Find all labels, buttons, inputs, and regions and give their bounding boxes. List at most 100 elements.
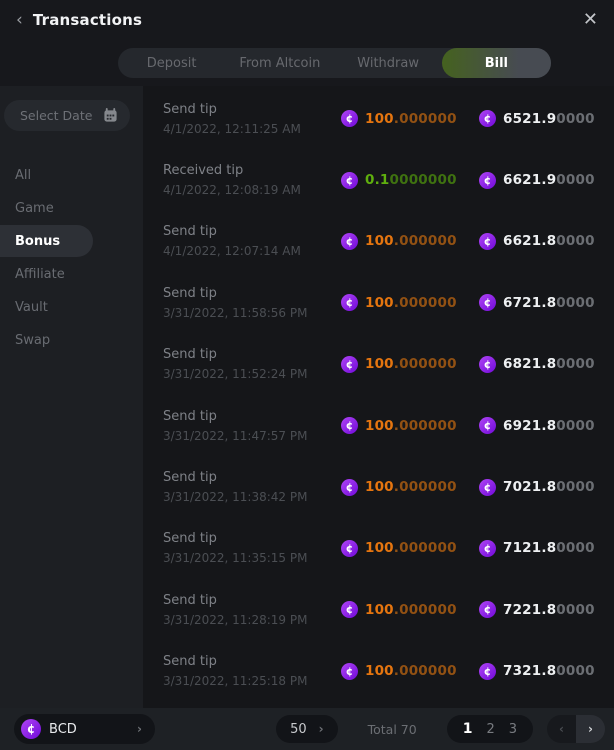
prev-page-button[interactable]: ‹ [547,715,576,743]
coin-icon: ¢ [479,601,496,619]
back-icon[interactable]: ‹ [16,9,23,30]
transaction-row: Received tip 4/1/2022, 12:08:19 AM ¢ 0.1000… [143,149,614,210]
coin-icon: ¢ [479,478,496,496]
select-date-button[interactable]: Select Date [4,100,130,131]
filter-list: All Game Bonus Affiliate Vault Swap [0,159,143,357]
calendar-icon [104,108,117,122]
chevron-right-icon: › [137,722,142,736]
coin-icon: ¢ [479,417,496,435]
chevron-left-icon: ‹ [559,722,564,736]
transaction-balance: ¢ 6621.90000 [479,171,595,189]
transaction-type-label: Send tip [163,470,217,486]
transaction-amount: ¢ 100.000000 [341,601,479,619]
coin-icon: ¢ [479,294,496,312]
filter-sidebar: Select Date All Game Bonus Affiliate Vault Sw… [0,86,143,708]
coin-icon: ¢ [341,110,358,128]
sidebar-item-swap[interactable]: Swap [15,332,51,348]
transaction-type-label: Send tip [163,408,217,424]
tab-from-altcoin[interactable]: From Altcoin [239,55,321,71]
transaction-balance: ¢ 6621.80000 [479,232,595,250]
page-title: Transactions [32,11,143,29]
currency-selector[interactable]: ¢ BCD › [14,714,155,744]
transaction-balance: ¢ 6521.90000 [479,110,595,128]
tab-withdraw[interactable]: Withdraw [357,55,419,71]
coin-icon: ¢ [341,417,358,435]
tab-bill[interactable]: Bill [442,48,551,78]
tab-deposit[interactable]: Deposit [146,55,197,71]
modal-body: Select Date All Game Bonus Affiliate Vault Sw… [0,86,614,708]
coin-icon: ¢ [479,171,496,189]
page-size-value: 50 [290,721,307,737]
coin-icon: ¢ [479,539,496,557]
coin-icon: ¢ [341,478,358,496]
tab-group: Deposit From Altcoin Withdraw Bill [117,48,551,78]
transaction-type-label: Send tip [163,101,217,117]
transaction-datetime: 4/1/2022, 12:11:25 AM [163,121,301,136]
transaction-row: Send tip 4/1/2022, 12:11:25 AM ¢ 100.000000… [143,88,614,149]
coin-icon: ¢ [479,662,496,680]
transaction-row: Send tip 4/1/2022, 12:07:14 AM ¢ 100.000000… [143,211,614,272]
transaction-row: Send tip 3/31/2022, 11:38:42 PM ¢ 100.00000… [143,456,614,517]
page-number-2[interactable]: 2 [486,721,495,737]
select-date-label: Select Date [20,108,93,123]
transaction-row: Send tip 3/31/2022, 11:52:24 PM ¢ 100.00000… [143,334,614,395]
sidebar-item-affiliate[interactable]: Affiliate [15,266,65,282]
transaction-amount: ¢ 100.000000 [341,110,479,128]
coin-icon: ¢ [21,719,41,739]
transaction-row: Send tip 3/31/2022, 11:47:57 PM ¢ 100.00000… [143,395,614,456]
sidebar-item-all[interactable]: All [15,167,32,183]
transaction-row: Send tip 3/31/2022, 11:58:56 PM ¢ 100.00000… [143,272,614,333]
transaction-row: Send tip 3/31/2022, 11:35:15 PM ¢ 100.00000… [143,518,614,579]
coin-icon: ¢ [341,355,358,373]
transaction-datetime: 3/31/2022, 11:28:19 PM [163,612,308,627]
transaction-datetime: 3/31/2022, 11:58:56 PM [163,305,308,320]
transaction-row: Send tip 3/31/2022, 11:28:19 PM ¢ 100.00000… [143,579,614,640]
transaction-balance: ¢ 6921.80000 [479,417,595,435]
chevron-right-icon: › [588,722,593,736]
transaction-type-label: Send tip [163,654,217,670]
total-count: Total 70 [367,721,417,737]
tab-bar: Deposit From Altcoin Withdraw Bill [0,40,614,86]
coin-icon: ¢ [341,294,358,312]
close-icon[interactable]: ✕ [582,9,598,30]
transaction-datetime: 3/31/2022, 11:38:42 PM [163,490,308,505]
transaction-amount: ¢ 0.10000000 [341,171,479,189]
next-page-button[interactable]: › [576,715,605,743]
transaction-type-label: Send tip [163,347,217,363]
transaction-datetime: 3/31/2022, 11:25:18 PM [163,674,308,689]
sidebar-item-game[interactable]: Game [15,200,54,216]
transaction-amount: ¢ 100.000000 [341,232,479,250]
transaction-datetime: 3/31/2022, 11:35:15 PM [163,551,308,566]
coin-icon: ¢ [341,601,358,619]
page-number-1[interactable]: 1 [462,721,473,737]
sidebar-item-vault[interactable]: Vault [15,299,48,315]
transaction-balance: ¢ 7221.80000 [479,601,595,619]
chevron-right-icon: › [318,722,324,736]
transaction-balance: ¢ 6821.80000 [479,355,595,373]
coin-icon: ¢ [341,539,358,557]
transaction-datetime: 4/1/2022, 12:08:19 AM [163,183,301,198]
transaction-list: Send tip 4/1/2022, 12:11:25 AM ¢ 100.000000… [143,86,614,708]
coin-icon: ¢ [341,171,358,189]
pager-nav: ‹ › [547,715,605,743]
transaction-balance: ¢ 7121.80000 [479,539,595,557]
transaction-balance: ¢ 7321.80000 [479,662,595,680]
coin-icon: ¢ [479,355,496,373]
transaction-amount: ¢ 100.000000 [341,294,479,312]
page-size-selector[interactable]: 50 › [276,715,338,743]
transaction-type-label: Send tip [163,592,217,608]
transaction-datetime: 3/31/2022, 11:47:57 PM [163,428,308,443]
page-number-3[interactable]: 3 [508,721,517,737]
transaction-type-label: Send tip [163,224,217,240]
transaction-amount: ¢ 100.000000 [341,417,479,435]
transaction-balance: ¢ 6721.80000 [479,294,595,312]
transaction-row: Send tip 3/31/2022, 11:25:18 PM ¢ 100.00000… [143,641,614,702]
coin-icon: ¢ [341,662,358,680]
transaction-amount: ¢ 100.000000 [341,355,479,373]
transaction-datetime: 4/1/2022, 12:07:14 AM [163,244,301,259]
transaction-type-label: Received tip [163,163,244,179]
transaction-balance: ¢ 7021.80000 [479,478,595,496]
sidebar-item-bonus[interactable]: Bonus [0,225,93,257]
